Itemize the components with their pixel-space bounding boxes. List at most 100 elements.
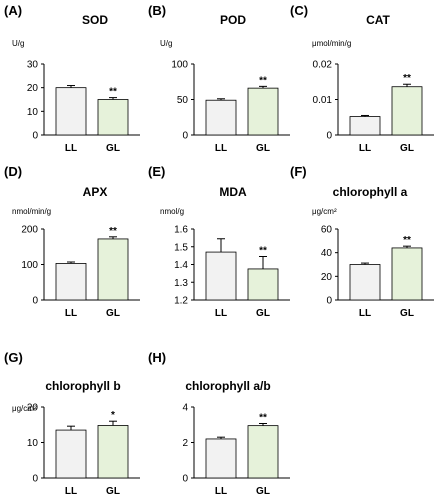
y-tick-label: 40 <box>321 248 333 259</box>
bar-gl <box>247 87 279 136</box>
panel-letter: (E) <box>148 164 165 179</box>
y-tick-label: 0.01 <box>313 95 333 106</box>
y-axis-unit: μg/cm² <box>312 207 337 216</box>
significance-label: ** <box>109 87 117 98</box>
y-axis-unit: μmol/min/g <box>312 39 351 48</box>
bar-gl <box>97 238 129 301</box>
y-tick-label: 0 <box>32 474 38 485</box>
y-tick-label: 30 <box>27 60 39 71</box>
x-tick-label: LL <box>359 143 371 154</box>
y-tick-label: 1.3 <box>174 278 188 289</box>
panel-letter: (D) <box>4 164 22 179</box>
chart-title: MDA <box>219 185 247 199</box>
y-tick-label: 1.4 <box>174 260 188 271</box>
x-tick-label: GL <box>400 143 414 154</box>
y-tick-label: 0 <box>182 474 188 485</box>
y-tick-label: 0 <box>32 131 38 142</box>
significance-label: ** <box>109 226 117 237</box>
x-tick-label: GL <box>256 308 270 319</box>
y-tick-label: 0 <box>182 131 188 142</box>
significance-label: ** <box>259 413 267 424</box>
y-tick-label: 1.5 <box>174 242 188 253</box>
chart-title: SOD <box>82 13 108 27</box>
chart-title: CAT <box>366 13 390 27</box>
panel-pod: (B) POD U/g 0 50 100 LL ** GL <box>148 3 290 154</box>
x-tick-label: LL <box>65 143 77 154</box>
y-axis-unit: nmol/g <box>160 207 184 216</box>
y-tick-label: 50 <box>177 95 189 106</box>
x-tick-label: LL <box>215 486 227 497</box>
y-tick-label: 20 <box>27 83 39 94</box>
bar-ll <box>205 251 237 301</box>
y-tick-label: 10 <box>27 438 39 449</box>
x-tick-label: GL <box>106 143 120 154</box>
significance-label: ** <box>403 235 411 246</box>
chart-title: APX <box>83 185 108 199</box>
y-tick-label: 0 <box>326 131 332 142</box>
chart-title: chlorophyll a <box>333 185 408 199</box>
y-tick-label: 20 <box>27 403 39 414</box>
bar-ll <box>55 263 87 301</box>
panel-chlorophyll-a-b: (H) chlorophyll a/b 0 2 4 LL ** GL <box>148 350 290 497</box>
panel-letter: (B) <box>148 3 166 18</box>
y-tick-label: 10 <box>27 107 39 118</box>
bar-ll <box>55 87 87 136</box>
y-tick-label: 1.6 <box>174 225 188 236</box>
y-axis-unit: μg/cm² <box>12 404 37 413</box>
bar-ll <box>205 438 237 479</box>
chart-title: POD <box>220 13 246 27</box>
panel-letter: (C) <box>290 3 308 18</box>
bar-gl <box>97 425 129 479</box>
bar-gl <box>391 247 423 301</box>
panel-sod: (A) SOD U/g 0 10 20 30 LL ** GL <box>4 3 140 154</box>
bar-ll <box>205 99 237 136</box>
panel-letter: (F) <box>290 164 307 179</box>
y-tick-label: 100 <box>171 60 188 71</box>
y-tick-label: 0.02 <box>313 60 333 71</box>
y-tick-label: 1.2 <box>174 296 188 307</box>
x-tick-label: LL <box>65 308 77 319</box>
y-tick-label: 0 <box>32 296 38 307</box>
bar-ll <box>349 116 381 136</box>
x-tick-label: GL <box>400 308 414 319</box>
x-tick-label: GL <box>256 486 270 497</box>
bar-gl <box>97 99 129 136</box>
y-tick-label: 60 <box>321 225 333 236</box>
x-tick-label: LL <box>65 486 77 497</box>
significance-label: ** <box>259 246 267 257</box>
bar-gl <box>391 86 423 136</box>
x-tick-label: LL <box>359 308 371 319</box>
panel-letter: (G) <box>4 350 23 365</box>
panel-chlorophyll-a: (F) chlorophyll a μg/cm² 0 20 40 60 LL ** GL <box>290 164 434 319</box>
y-tick-label: 20 <box>321 272 333 283</box>
x-tick-label: LL <box>215 143 227 154</box>
x-tick-label: GL <box>106 308 120 319</box>
panel-apx: (D) APX nmol/min/g 0 100 200 LL ** GL <box>4 164 140 319</box>
panel-cat: (C) CAT μmol/min/g 0 0.01 0.02 LL ** GL <box>290 3 434 154</box>
panel-mda: (E) MDA nmol/g 1.2 1.3 1.4 1.5 1.6 LL ** GL <box>148 164 290 319</box>
significance-label: * <box>111 410 115 421</box>
x-tick-label: GL <box>256 143 270 154</box>
y-tick-label: 4 <box>182 403 188 414</box>
y-axis-unit: U/g <box>160 39 172 48</box>
chart-title: chlorophyll b <box>45 379 120 393</box>
panel-letter: (A) <box>4 3 22 18</box>
bar-ll <box>349 264 381 301</box>
panel-letter: (H) <box>148 350 166 365</box>
y-tick-label: 200 <box>21 225 38 236</box>
chart-title: chlorophyll a/b <box>185 379 270 393</box>
x-tick-label: GL <box>106 486 120 497</box>
bar-ll <box>55 429 87 479</box>
bar-gl <box>247 268 279 301</box>
y-tick-label: 0 <box>326 296 332 307</box>
significance-label: ** <box>259 75 267 86</box>
y-axis-unit: nmol/min/g <box>12 207 51 216</box>
y-tick-label: 2 <box>182 438 188 449</box>
significance-label: ** <box>403 73 411 84</box>
bar-gl <box>247 425 279 479</box>
y-axis-unit: U/g <box>12 39 24 48</box>
y-tick-label: 100 <box>21 260 38 271</box>
x-tick-label: LL <box>215 308 227 319</box>
panel-chlorophyll-b: (G) chlorophyll b μg/cm² 0 10 20 LL * GL <box>4 350 140 497</box>
